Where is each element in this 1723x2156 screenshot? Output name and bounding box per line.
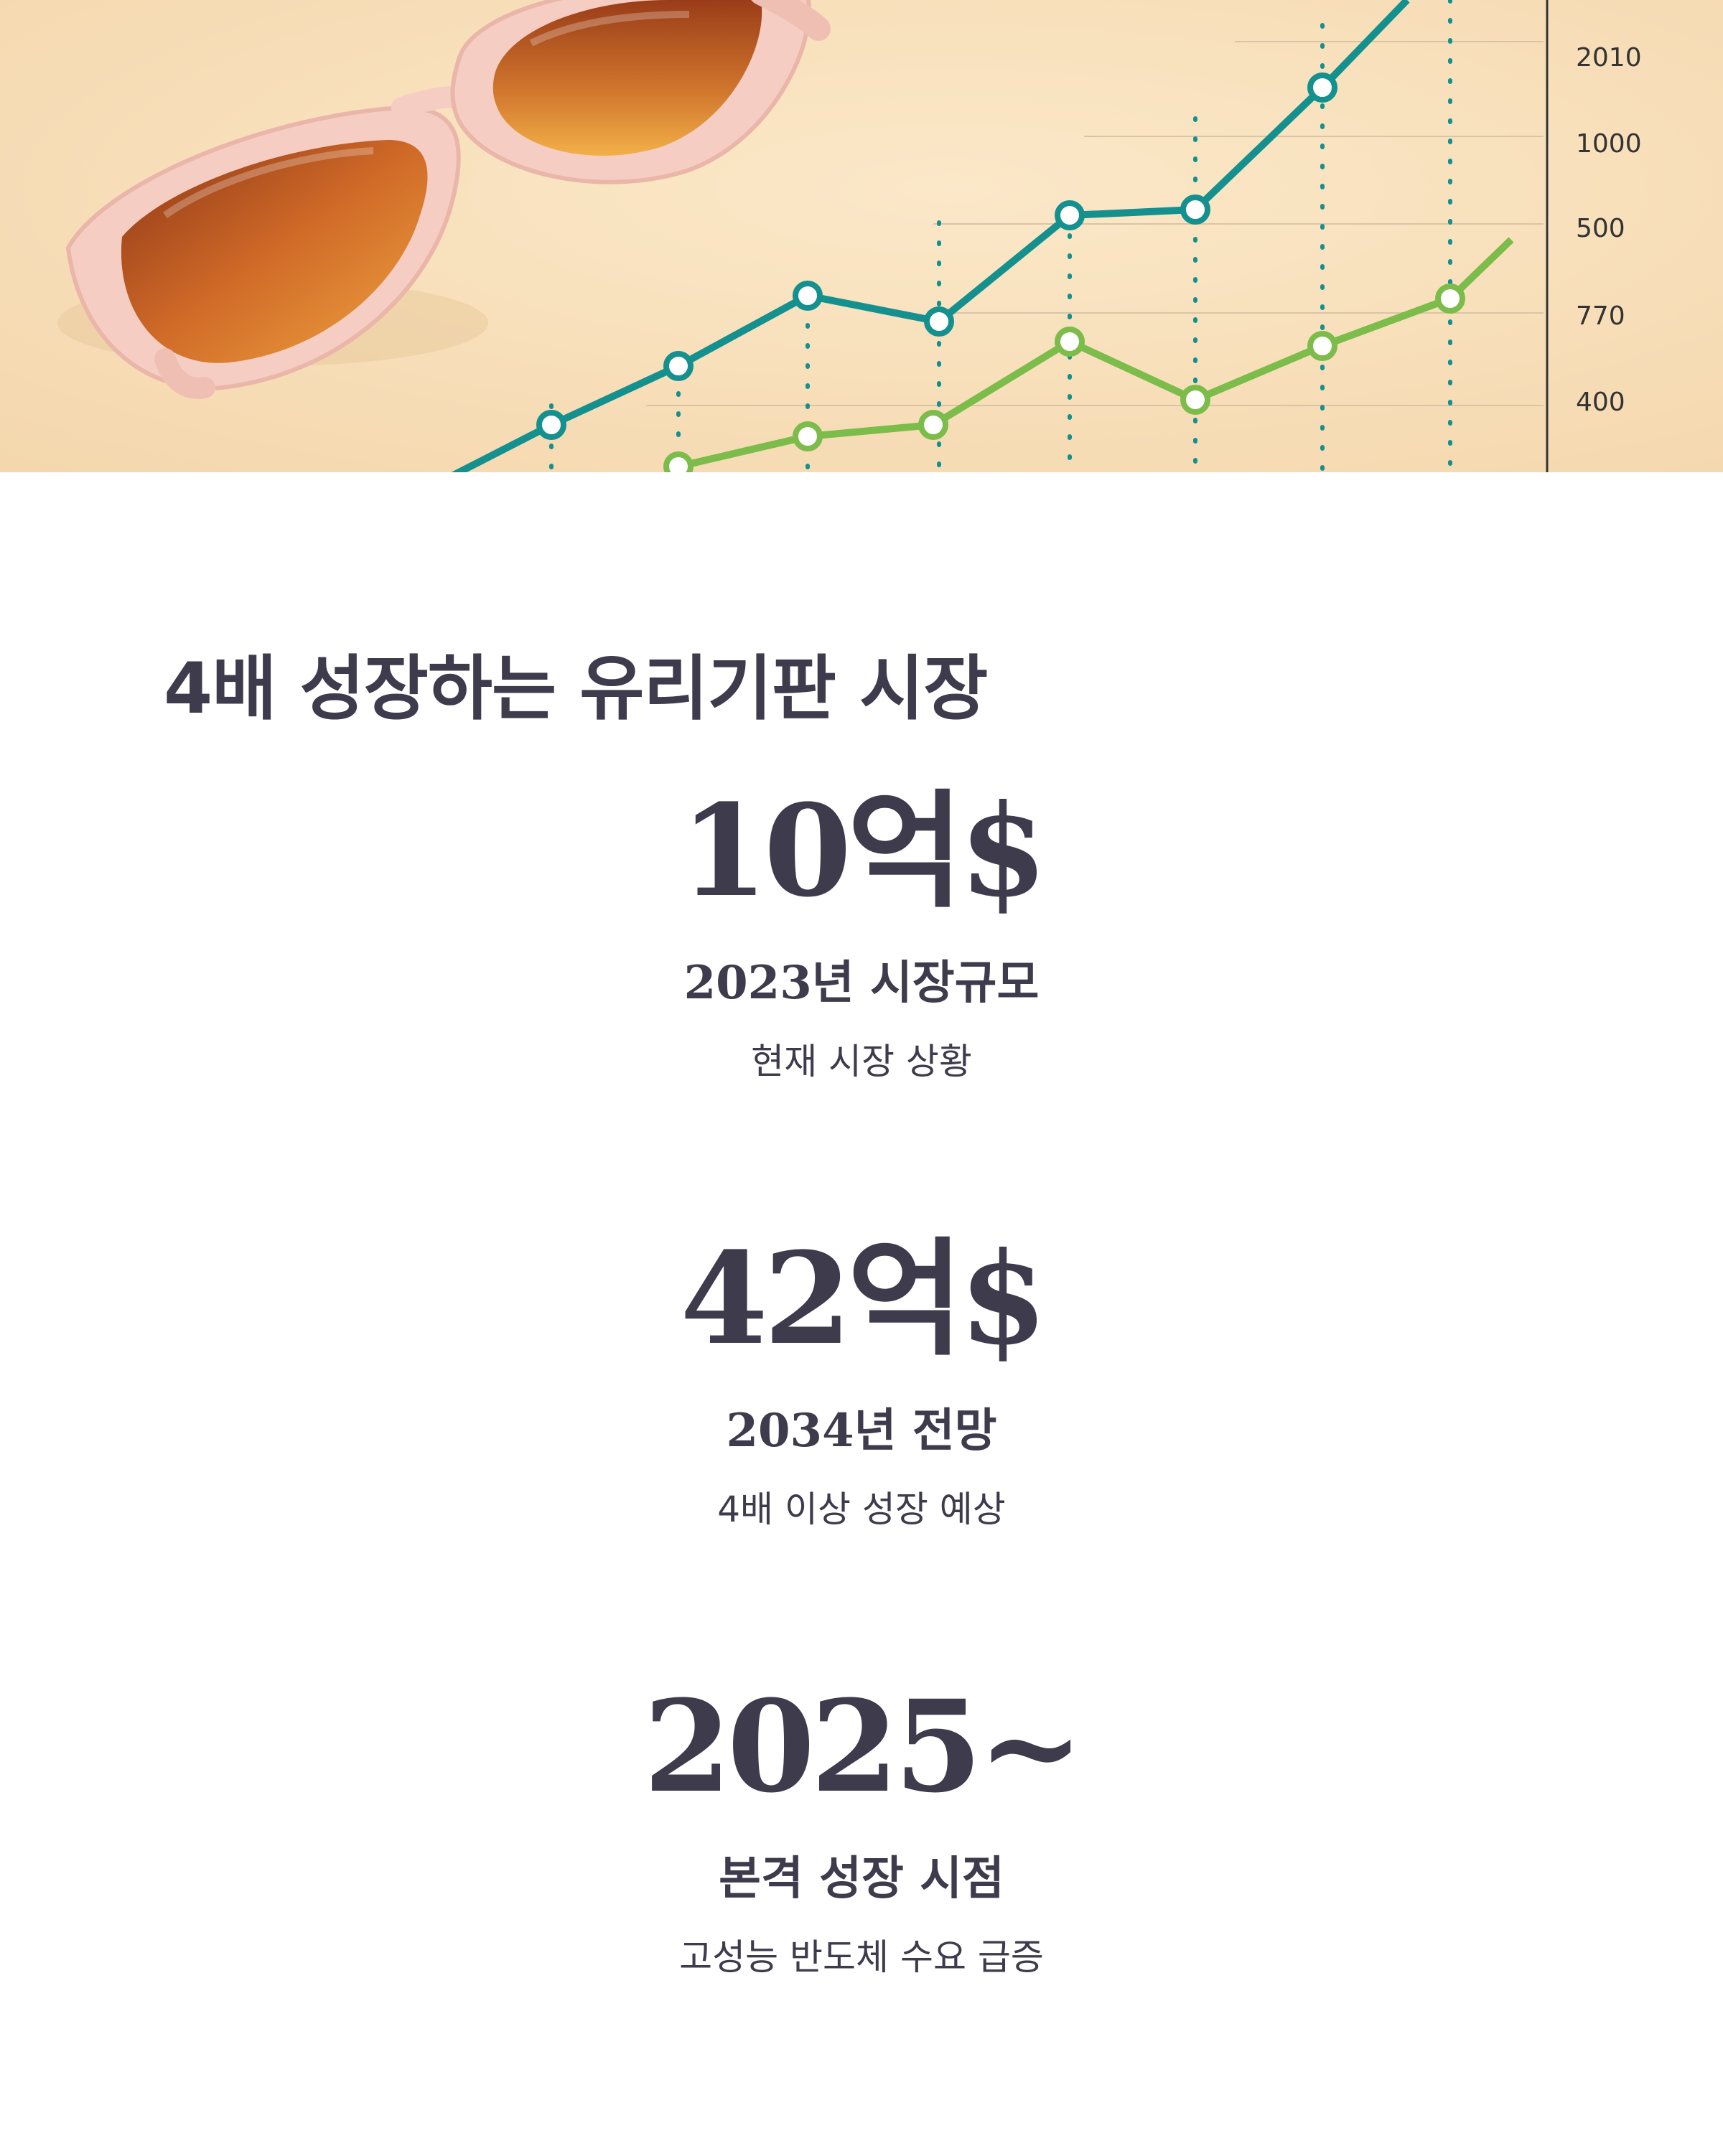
page-title: 4배 성장하는 유리기판 시장: [164, 648, 988, 730]
stat-growth-start: 2025~ 본격 성장 시점 고성능 반도체 수요 급증: [0, 1672, 1723, 1978]
axis-label-2: 500: [1576, 214, 1625, 243]
stat-description: 4배 이상 성장 예상: [717, 1489, 1006, 1530]
stat-label: 2023년 시장규모: [683, 956, 1040, 1010]
hero-illustration: 2010 1000 500 770 400: [0, 0, 1723, 472]
axis-label-3: 770: [1576, 301, 1625, 331]
stat-value: 2025~: [643, 1672, 1083, 1821]
stat-market-2023: 10억$ 2023년 시장규모 현재 시장 상황: [0, 777, 1723, 1082]
axis-label-4: 400: [1576, 388, 1625, 417]
stat-description: 고성능 반도체 수요 급증: [679, 1936, 1044, 1978]
stat-label: 본격 성장 시점: [719, 1852, 1004, 1906]
stat-value: 42억$: [680, 1224, 1047, 1373]
hero-image: 2010 1000 500 770 400: [0, 0, 1723, 472]
stat-value: 10억$: [680, 777, 1047, 925]
axis-label-1: 1000: [1576, 129, 1642, 159]
axis-label-0: 2010: [1576, 43, 1642, 72]
stat-label: 2034년 전망: [726, 1404, 997, 1458]
stat-description: 현재 시장 상황: [751, 1041, 972, 1082]
sunglasses-illustration: [57, 0, 831, 399]
line-chart-illustration: 2010 1000 500 770 400: [451, 0, 1642, 472]
stat-forecast-2034: 42억$ 2034년 전망 4배 이상 성장 예상: [0, 1224, 1723, 1530]
